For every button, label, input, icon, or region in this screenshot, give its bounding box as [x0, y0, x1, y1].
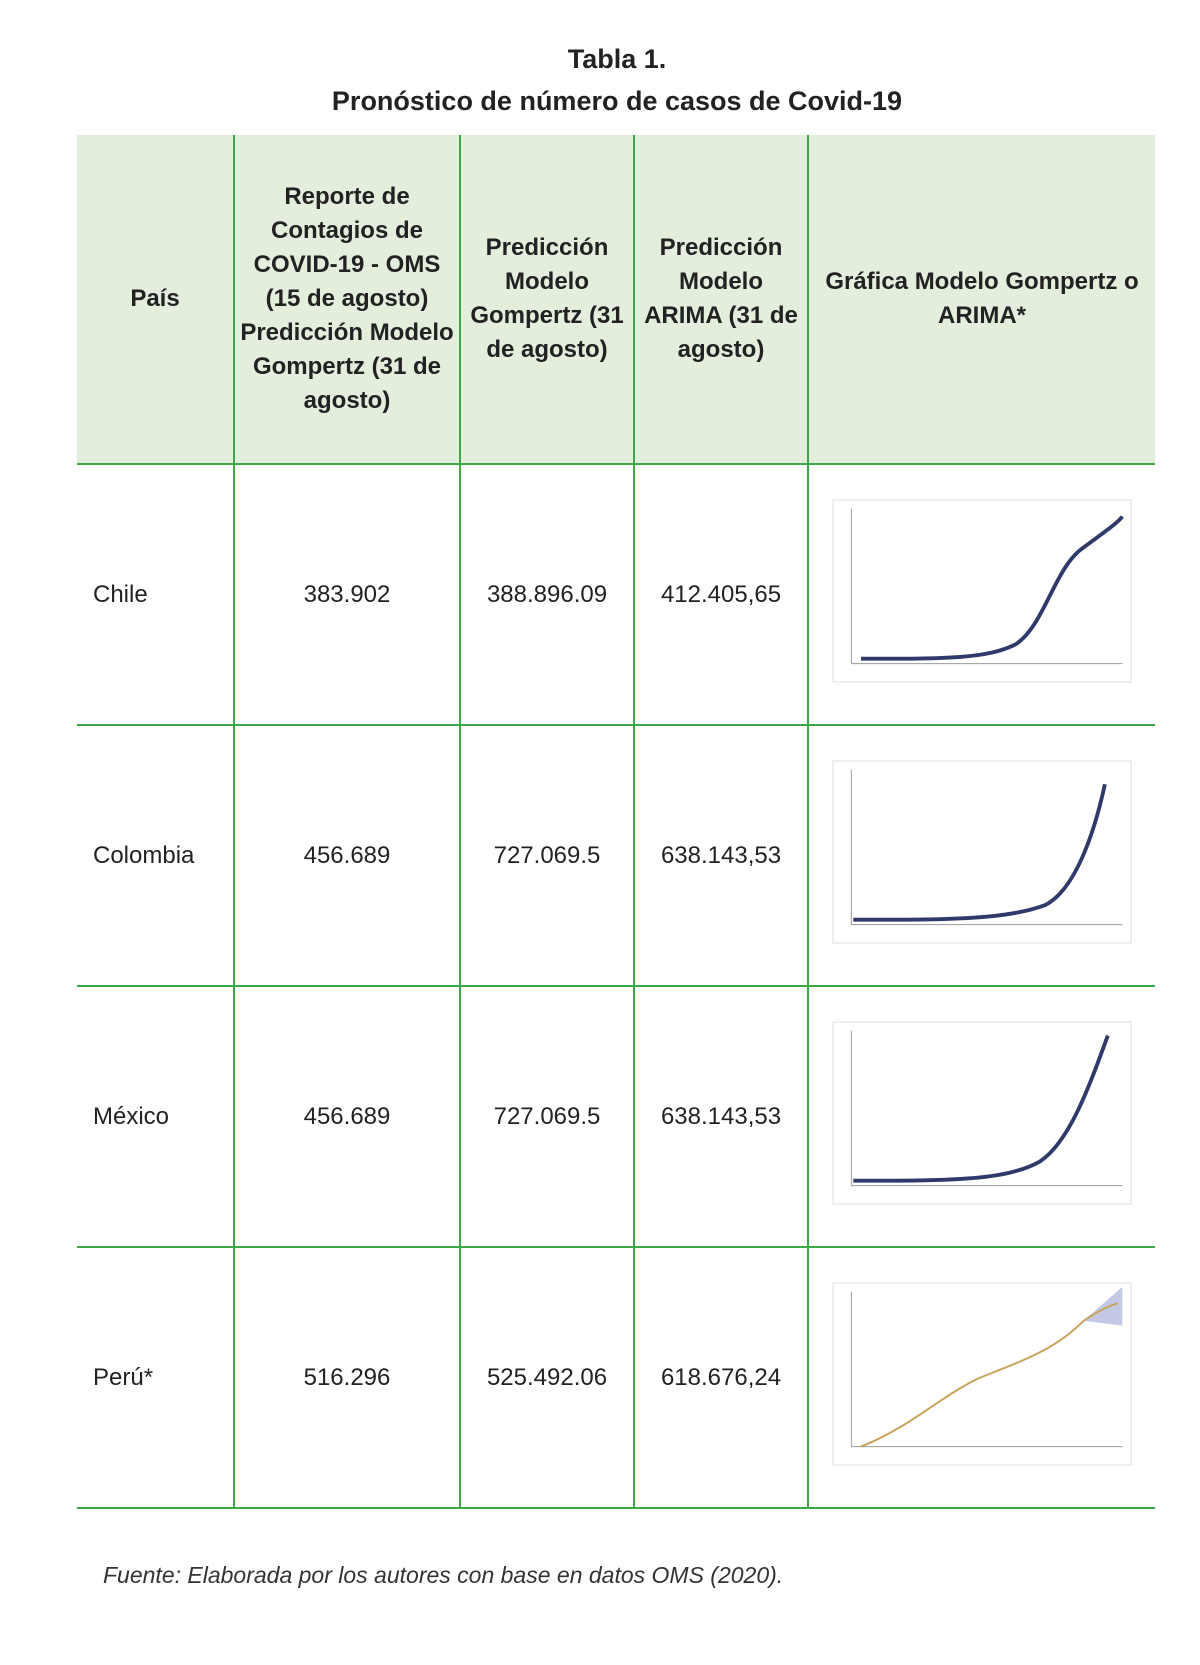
- forecast-band: [1083, 1286, 1123, 1326]
- frame: [832, 499, 1132, 683]
- cell: 456.689: [234, 986, 461, 1248]
- cell: 412.405,65: [634, 464, 809, 726]
- header-cell: Predicción Modelo Gompertz (31 de agosto…: [460, 135, 635, 465]
- country-cell: Colombia: [77, 725, 235, 987]
- header-cell: Predicción Modelo ARIMA (31 de agosto): [634, 135, 809, 465]
- header-cell: Gráfica Modelo Gompertz o ARIMA*: [808, 135, 1155, 465]
- table-row: México 456.689 727.069.5 638.143,53: [77, 986, 1155, 1248]
- cell: 638.143,53: [634, 725, 809, 987]
- chart-thumbnail: [832, 760, 1132, 944]
- chart-cell: [808, 986, 1155, 1248]
- table-row: Chile 383.902 388.896.09 412.405,65: [77, 464, 1155, 726]
- curve: [853, 1034, 1110, 1183]
- cell: 638.143,53: [634, 986, 809, 1248]
- table-row: Colombia 456.689 727.069.5 638.143,53: [77, 725, 1155, 987]
- table: País Reporte de Contagios de COVID-19 - O…: [77, 135, 1155, 1509]
- table-row: Perú* 516.296 525.492.06 618.676,24: [77, 1247, 1155, 1509]
- cell: 525.492.06: [460, 1247, 635, 1509]
- chart-cell: [808, 464, 1155, 726]
- chart-thumbnail: [832, 1021, 1132, 1205]
- footer: Fuente: Elaborada por los autores con ba…: [103, 1562, 784, 1588]
- table-body: Chile 383.902 388.896.09 412.405,65 Colombia…: [77, 464, 1155, 1509]
- title-line: Tabla 1.: [567, 44, 667, 74]
- curve: [861, 515, 1124, 661]
- country-cell: Perú*: [77, 1247, 235, 1509]
- frame: [832, 760, 1132, 944]
- chart-thumbnail: [832, 1282, 1132, 1466]
- header-cell: Reporte de Contagios de COVID-19 - OMS (…: [234, 135, 461, 465]
- title-line: Pronóstico de número de casos de Covid-1…: [331, 86, 903, 116]
- cell: 727.069.5: [460, 725, 635, 987]
- cell: 456.689: [234, 725, 461, 987]
- header-cell: País: [77, 135, 235, 465]
- cell: 383.902: [234, 464, 461, 726]
- chart-cell: [808, 1247, 1155, 1509]
- frame: [832, 1021, 1132, 1205]
- cell: 727.069.5: [460, 986, 635, 1248]
- chart-cell: [808, 725, 1155, 987]
- header-row: País Reporte de Contagios de COVID-19 - O…: [77, 135, 1155, 465]
- country-cell: Chile: [77, 464, 235, 726]
- cell: 618.676,24: [634, 1247, 809, 1509]
- curve: [860, 1302, 1118, 1448]
- curve: [853, 783, 1107, 922]
- cell: 388.896.09: [460, 464, 635, 726]
- chart-thumbnail: [832, 499, 1132, 683]
- cell: 516.296: [234, 1247, 461, 1509]
- country-cell: México: [77, 986, 235, 1248]
- frame: [832, 1282, 1132, 1466]
